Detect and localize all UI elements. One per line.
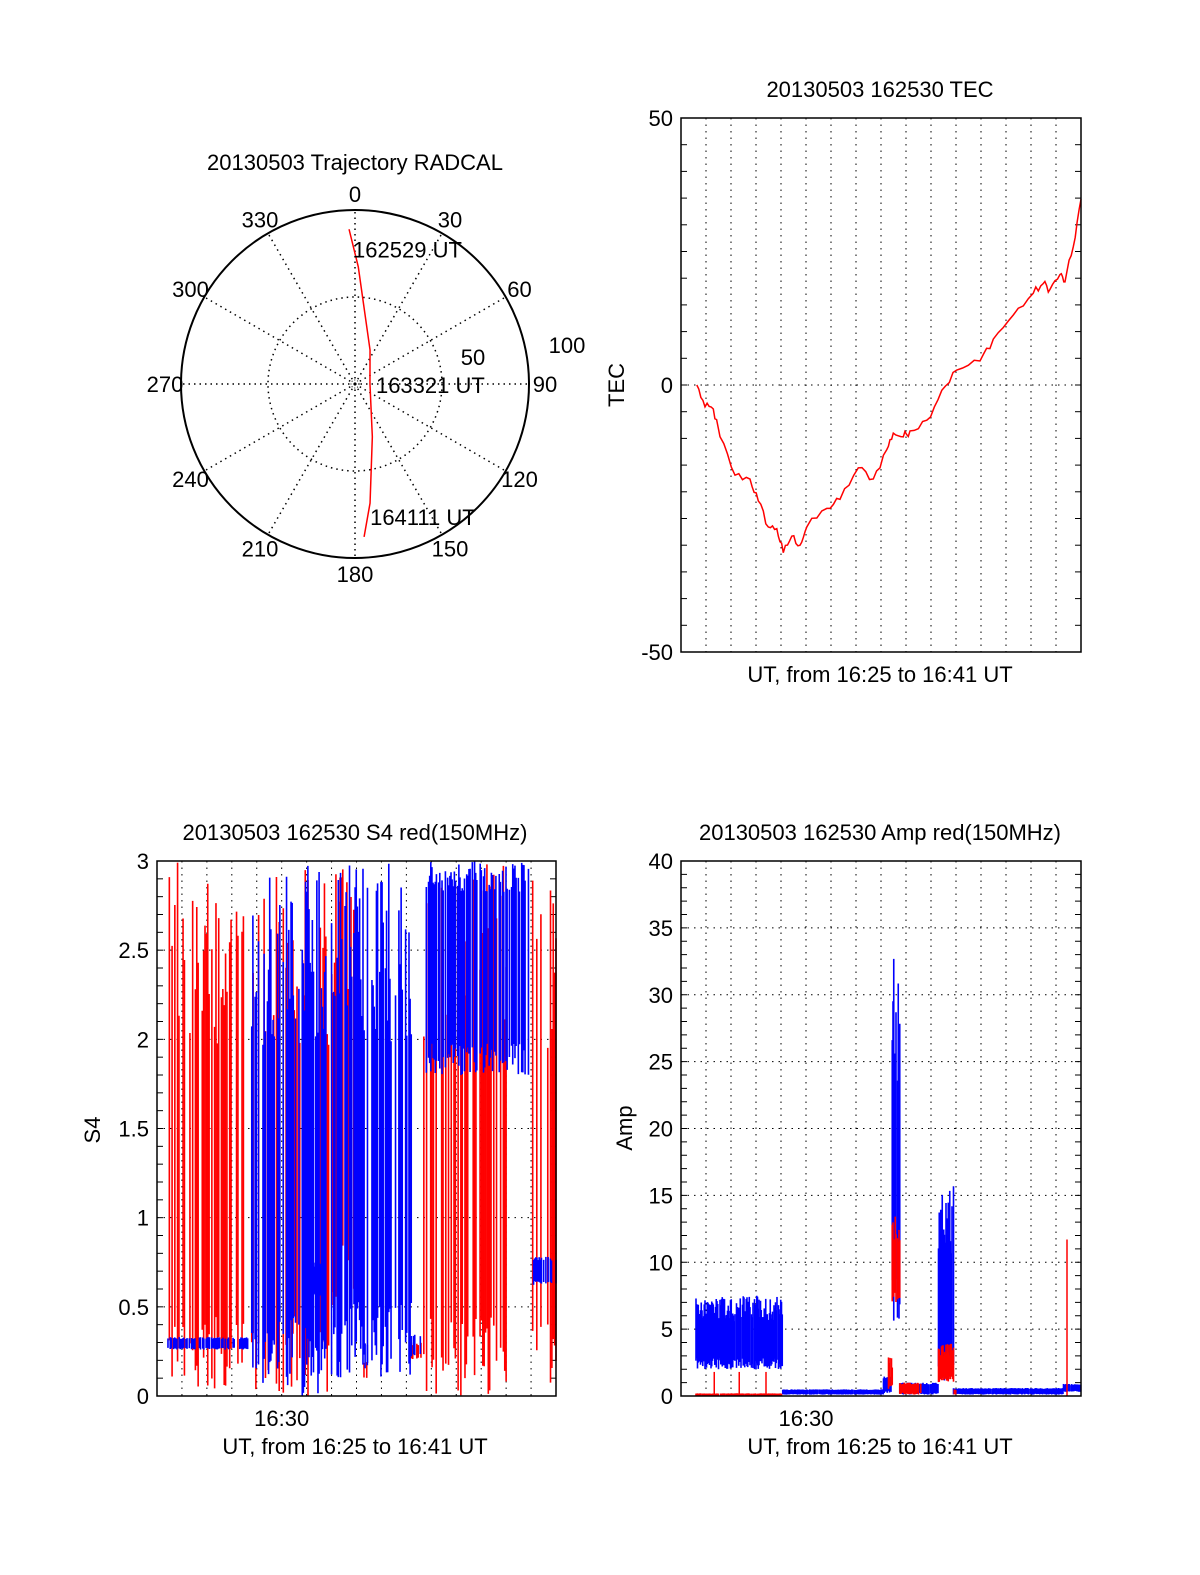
y-tick-label: 1 — [137, 1206, 149, 1231]
polar-trajectory-plot: 20130503 Trajectory RADCAL 0 30 60 90 120 150… — [147, 150, 586, 587]
s4-ylabel: S4 — [80, 1117, 105, 1144]
y-tick-label: 2.5 — [118, 938, 149, 963]
polar-spoke — [203, 296, 356, 385]
polar-angle-label: 60 — [507, 277, 531, 302]
y-tick-label: 40 — [649, 849, 673, 874]
plot-frame — [680, 860, 1082, 1397]
polar-spoke — [354, 383, 443, 536]
polar-title: 20130503 Trajectory RADCAL — [207, 150, 503, 175]
s4-xlabel: UT, from 16:25 to 16:41 UT — [222, 1434, 487, 1459]
polar-spoke — [354, 296, 507, 385]
polar-radius-circle — [267, 296, 443, 472]
polar-angle-label: 120 — [501, 467, 538, 492]
y-tick-label: 0 — [661, 1384, 673, 1409]
polar-angle-label: 30 — [438, 207, 462, 232]
y-tick-label: 0 — [661, 373, 673, 398]
y-tick-label: 0.5 — [118, 1295, 149, 1320]
polar-angle-label: 180 — [337, 562, 374, 587]
polar-radius-label: 100 — [549, 333, 586, 358]
trajectory-time-label: 162529 UT — [353, 237, 462, 262]
y-tick-label: 1.5 — [118, 1117, 149, 1142]
y-tick-label: 30 — [649, 983, 673, 1008]
amp-xlabel: UT, from 16:25 to 16:41 UT — [747, 1434, 1012, 1459]
s4-plot: 20130503 162530 S4 red(150MHz) UT, from … — [80, 820, 557, 1459]
y-tick-label: 50 — [649, 106, 673, 131]
polar-radius-label: 50 — [461, 345, 485, 370]
amp-title: 20130503 162530 Amp red(150MHz) — [699, 820, 1061, 845]
polar-angle-label: 90 — [533, 372, 557, 397]
y-tick-label: 35 — [649, 916, 673, 941]
polar-spoke — [267, 383, 356, 536]
tec-series-line — [696, 199, 1082, 553]
polar-angle-label: 240 — [172, 467, 209, 492]
polar-spoke — [267, 232, 356, 385]
amp-ylabel: Amp — [612, 1105, 637, 1150]
y-tick-label: 25 — [649, 1050, 673, 1075]
y-tick-label: 3 — [137, 849, 149, 874]
y-tick-label: -50 — [641, 640, 673, 665]
tec-ylabel: TEC — [604, 363, 629, 407]
tec-plot: 20130503 162530 TEC UT, from 16:25 to 16… — [604, 77, 1082, 687]
polar-angle-label: 330 — [242, 207, 279, 232]
plot-frame — [680, 117, 1082, 653]
polar-angle-label: 300 — [172, 277, 209, 302]
y-tick-label: 10 — [649, 1250, 673, 1275]
trajectory-line — [348, 229, 374, 537]
trajectory-time-label: 163321 UT — [376, 373, 485, 398]
x-tick-label: 16:30 — [778, 1406, 833, 1431]
y-tick-label: 15 — [649, 1183, 673, 1208]
polar-spoke — [203, 383, 356, 472]
polar-center-circle — [350, 379, 360, 389]
y-tick-label: 20 — [649, 1117, 673, 1142]
plot-frame — [156, 860, 557, 1397]
polar-angle-label: 270 — [147, 372, 184, 397]
polar-spoke — [354, 383, 507, 472]
x-tick-label: 16:30 — [254, 1406, 309, 1431]
s4-title: 20130503 162530 S4 red(150MHz) — [183, 820, 528, 845]
polar-outer-circle — [180, 209, 530, 559]
amp-plot: 20130503 162530 Amp red(150MHz) UT, from… — [612, 820, 1082, 1459]
trajectory-time-label: 164111 UT — [370, 505, 476, 530]
polar-angle-label: 210 — [242, 537, 279, 562]
y-tick-label: 5 — [661, 1317, 673, 1342]
polar-angle-label: 150 — [432, 537, 469, 562]
y-tick-label: 2 — [137, 1027, 149, 1052]
tec-title: 20130503 162530 TEC — [766, 77, 993, 102]
tec-xlabel: UT, from 16:25 to 16:41 UT — [747, 662, 1012, 687]
y-tick-label: 0 — [137, 1384, 149, 1409]
polar-angle-label: 0 — [349, 182, 361, 207]
